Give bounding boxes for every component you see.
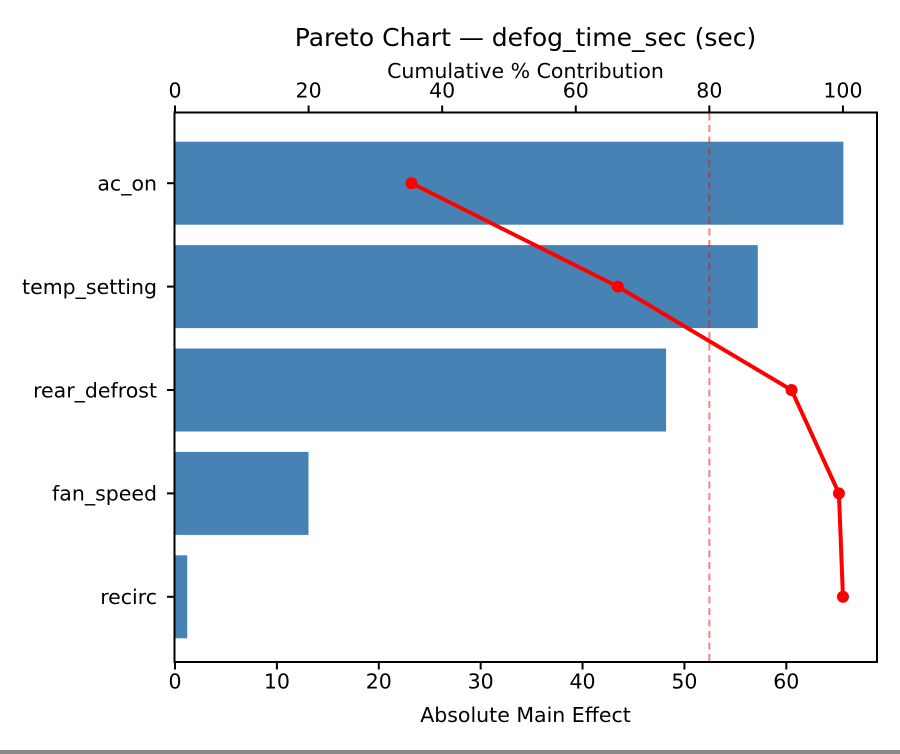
cumulative-marker-temp_setting — [611, 280, 624, 293]
category-label-ac_on: ac_on — [97, 172, 157, 197]
bottom-tick-label: 50 — [671, 670, 697, 694]
ticks-group: 0 10 20 30 40 50 60 0 20 40 60 80 100 ac_on temp_setti… — [22, 79, 862, 694]
cumulative-marker-ac_on — [405, 177, 418, 190]
top-tick-label: 60 — [563, 79, 589, 103]
category-label-temp_setting: temp_setting — [22, 275, 157, 300]
cumulative-marker-fan_speed — [832, 487, 845, 500]
bar-fan_speed — [175, 451, 309, 535]
top-tick-label: 40 — [429, 79, 455, 103]
cumulative-marker-recirc — [836, 590, 849, 603]
top-tick-label: 100 — [823, 79, 862, 103]
bottom-tick-label: 40 — [570, 670, 596, 694]
bottom-tick-label: 60 — [773, 670, 799, 694]
bottom-tick-label: 0 — [168, 670, 181, 694]
axes-group — [173, 111, 878, 663]
category-label-rear_defrost: rear_defrost — [33, 378, 157, 403]
bar-rear_defrost — [175, 348, 667, 432]
bar-ac_on — [175, 141, 844, 225]
top-tick-label: 80 — [696, 79, 722, 103]
plot-border — [173, 111, 878, 663]
bar-recirc — [175, 555, 188, 639]
cumulative-marker-rear_defrost — [785, 384, 798, 396]
top-tick-label: 20 — [296, 79, 322, 103]
top-tick-label: 0 — [168, 79, 181, 103]
bottom-tick-label: 30 — [468, 670, 494, 694]
cumulative-line-group — [405, 177, 849, 603]
category-label-fan_speed: fan_speed — [52, 482, 157, 507]
bottom-axis-label: Absolute Main Effect — [420, 703, 631, 727]
category-label-recirc: recirc — [100, 585, 157, 609]
chart-title: Pareto Chart — defog_time_sec (sec) — [295, 23, 756, 52]
top-axis-label: Cumulative % Contribution — [387, 59, 664, 83]
bars-group — [175, 141, 844, 639]
bottom-tick-label: 10 — [264, 670, 290, 694]
bottom-tick-label: 20 — [366, 670, 392, 694]
